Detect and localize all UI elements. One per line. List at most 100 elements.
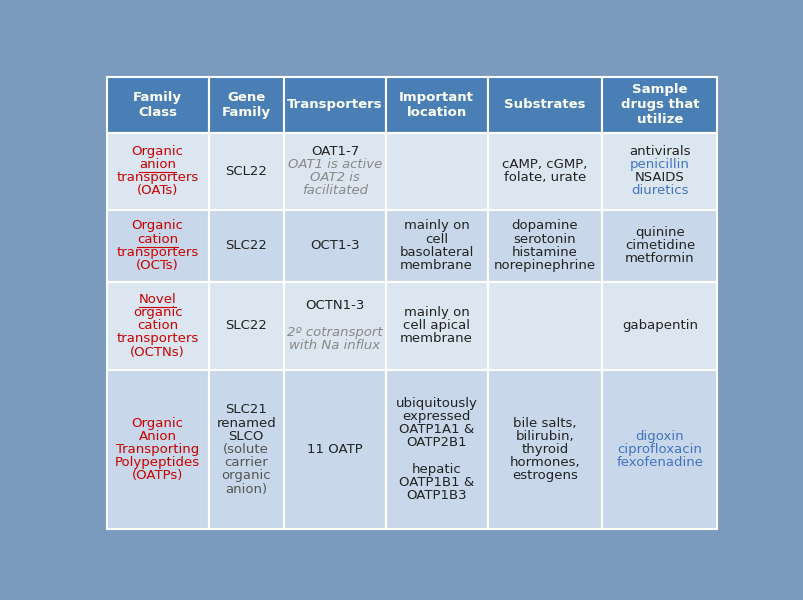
Text: estrogens: estrogens: [512, 469, 577, 482]
Text: ciprofloxacin: ciprofloxacin: [617, 443, 702, 456]
Bar: [283, 370, 385, 529]
Text: diuretics: diuretics: [630, 184, 688, 197]
Text: renamed: renamed: [216, 416, 275, 430]
Text: organic: organic: [132, 306, 182, 319]
Text: histamine: histamine: [512, 246, 577, 259]
Bar: [107, 281, 208, 370]
Text: NSAIDS: NSAIDS: [634, 171, 684, 184]
Text: cell apical: cell apical: [402, 319, 470, 332]
Text: OCTN1-3: OCTN1-3: [305, 299, 364, 313]
Bar: [385, 281, 487, 370]
Bar: [107, 210, 208, 281]
Text: Anion: Anion: [138, 430, 177, 443]
Bar: [601, 210, 716, 281]
Bar: [601, 370, 716, 529]
Text: membrane: membrane: [400, 332, 472, 346]
Text: anion): anion): [225, 482, 267, 496]
Text: (OCTs): (OCTs): [136, 259, 179, 272]
Text: norepinephrine: norepinephrine: [493, 259, 595, 272]
Bar: [283, 77, 385, 133]
Text: Important
location: Important location: [399, 91, 474, 119]
Text: SCL22: SCL22: [225, 164, 267, 178]
Text: Transporting: Transporting: [116, 443, 199, 456]
Text: Novel: Novel: [139, 293, 177, 306]
Text: Family
Class: Family Class: [133, 91, 182, 119]
Bar: [208, 210, 283, 281]
Text: OAT1-7: OAT1-7: [311, 145, 359, 158]
Bar: [385, 77, 487, 133]
Text: penicillin: penicillin: [630, 158, 689, 171]
Text: (OCTNs): (OCTNs): [130, 346, 185, 359]
Text: Gene
Family: Gene Family: [222, 91, 271, 119]
Text: SLCO: SLCO: [228, 430, 263, 443]
Text: Substrates: Substrates: [503, 98, 585, 111]
Bar: [208, 281, 283, 370]
Text: with Na influx: with Na influx: [289, 339, 380, 352]
Text: transporters: transporters: [116, 332, 198, 346]
Text: organic: organic: [221, 469, 271, 482]
Text: OATP1B3: OATP1B3: [406, 489, 467, 502]
Bar: [283, 281, 385, 370]
Bar: [487, 210, 601, 281]
Text: (OATs): (OATs): [137, 184, 178, 197]
Bar: [283, 210, 385, 281]
Text: OAT2 is: OAT2 is: [310, 171, 359, 184]
Text: basolateral: basolateral: [399, 246, 473, 259]
Text: folate, urate: folate, urate: [503, 171, 585, 184]
Text: hepatic: hepatic: [411, 463, 461, 476]
Bar: [487, 77, 601, 133]
Bar: [208, 133, 283, 210]
Text: (OATPs): (OATPs): [132, 469, 183, 482]
Bar: [601, 133, 716, 210]
Text: transporters: transporters: [116, 171, 198, 184]
Text: mainly on: mainly on: [403, 306, 469, 319]
Text: facilitated: facilitated: [301, 184, 368, 197]
Text: SLC21: SLC21: [225, 403, 267, 416]
Text: digoxin: digoxin: [635, 430, 683, 443]
Text: thyroid: thyroid: [520, 443, 568, 456]
Text: bilirubin,: bilirubin,: [515, 430, 573, 443]
Bar: [208, 77, 283, 133]
Text: antivirals: antivirals: [629, 145, 690, 158]
Bar: [107, 77, 208, 133]
Text: anion: anion: [139, 158, 176, 171]
Bar: [487, 133, 601, 210]
Text: SLC22: SLC22: [225, 239, 267, 252]
Text: Organic: Organic: [132, 145, 183, 158]
Bar: [385, 210, 487, 281]
Text: carrier: carrier: [224, 456, 267, 469]
Text: cimetidine: cimetidine: [624, 239, 694, 252]
Text: OAT1 is active: OAT1 is active: [287, 158, 381, 171]
Text: dopamine: dopamine: [511, 220, 577, 232]
Text: SLC22: SLC22: [225, 319, 267, 332]
Bar: [601, 281, 716, 370]
Text: Transporters: Transporters: [287, 98, 382, 111]
Text: OATP1A1 &: OATP1A1 &: [398, 423, 474, 436]
Bar: [107, 133, 208, 210]
Text: metformin: metformin: [624, 253, 694, 265]
Text: OATP2B1: OATP2B1: [406, 436, 467, 449]
Text: quinine: quinine: [634, 226, 684, 239]
Text: cation: cation: [137, 319, 178, 332]
Bar: [601, 77, 716, 133]
Text: transporters: transporters: [116, 246, 198, 259]
Text: Sample
drugs that
utilize: Sample drugs that utilize: [620, 83, 699, 126]
Text: Polypeptides: Polypeptides: [115, 456, 200, 469]
Text: ubiquitously: ubiquitously: [395, 397, 477, 410]
Bar: [385, 370, 487, 529]
Text: expressed: expressed: [402, 410, 471, 423]
Text: bile salts,: bile salts,: [512, 416, 576, 430]
Bar: [283, 133, 385, 210]
Bar: [487, 281, 601, 370]
Bar: [208, 370, 283, 529]
Text: cation: cation: [137, 233, 178, 245]
Text: membrane: membrane: [400, 259, 472, 272]
Text: OCT1-3: OCT1-3: [310, 239, 359, 252]
Text: gabapentin: gabapentin: [622, 319, 697, 332]
Text: 11 OATP: 11 OATP: [307, 443, 362, 456]
Bar: [487, 370, 601, 529]
Text: cell: cell: [425, 233, 448, 245]
Text: OATP1B1 &: OATP1B1 &: [398, 476, 474, 489]
Text: fexofenadine: fexofenadine: [616, 456, 703, 469]
Text: cAMP, cGMP,: cAMP, cGMP,: [502, 158, 587, 171]
